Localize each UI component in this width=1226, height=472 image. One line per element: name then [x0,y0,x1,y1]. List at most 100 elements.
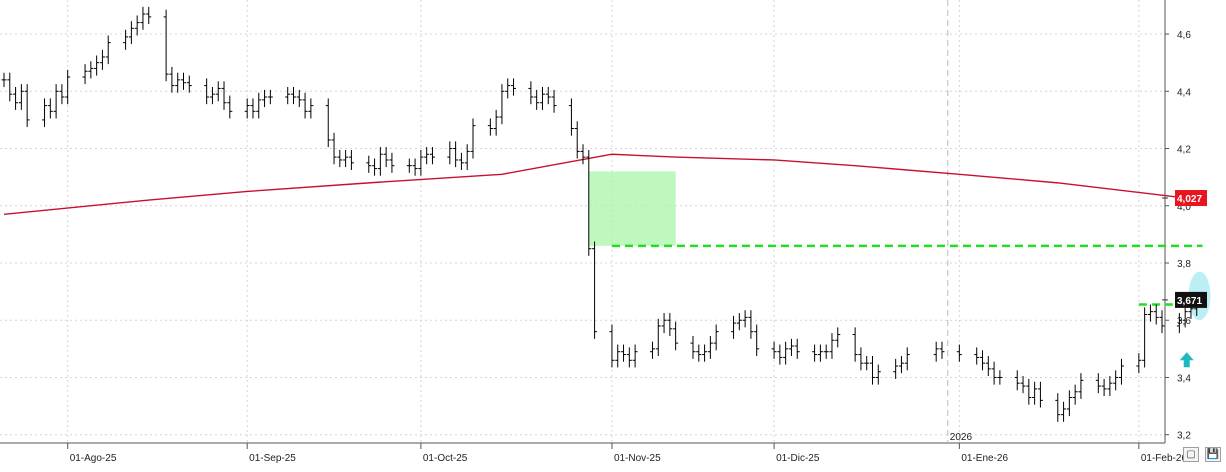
price-bar [991,361,997,385]
price-bar [1113,370,1119,391]
price-bar [655,318,661,357]
price-bar [308,98,314,119]
price-bar [812,344,818,362]
price-bar [59,84,65,105]
price-bar [227,95,233,119]
price-bar [82,64,88,85]
price-bar [383,147,389,168]
price-bar [1014,370,1020,391]
price-bar [898,356,904,374]
price-bar [267,89,273,105]
price-bar [47,98,53,119]
price-bar [1153,304,1159,325]
price-bar [690,335,696,359]
price-tag-box [1175,291,1207,308]
price-bar [372,158,378,176]
price-bar [1107,376,1113,397]
price-bar [1147,304,1153,322]
price-bar [904,347,910,371]
price-bar [18,84,24,110]
price-bar [754,324,760,357]
price-bar [661,313,667,334]
price-bar [609,324,615,368]
year-marker-label: 2026 [950,432,973,443]
x-tick-label: 01-Sep-25 [249,453,296,464]
price-bar [1055,393,1061,422]
price-bar [24,84,30,128]
x-tick-label: 01-Nov-25 [614,453,661,464]
price-bar [626,347,632,368]
price-bar [99,49,105,70]
price-bar [1078,373,1084,399]
price-bar [823,344,829,359]
x-tick-label: 01-Oct-25 [423,453,468,464]
price-bar [997,370,1003,385]
price-bar [105,35,111,65]
price-bar [1136,353,1142,374]
price-bar [864,356,870,371]
price-bar [1101,378,1107,397]
price-bar [777,344,783,365]
price-bar [568,98,574,136]
price-bar [94,55,100,76]
floppy-disk-icon[interactable]: 💾 [1205,447,1221,462]
price-bar [186,75,192,93]
price-bar [534,89,540,110]
price-bar [163,9,169,82]
price-bar [829,333,835,359]
price-bar [458,152,464,170]
price-bar [1061,401,1067,422]
price-bar [667,313,673,336]
price-bar [707,335,713,359]
price-bar [852,327,858,362]
price-bar [632,344,638,368]
price-bar [424,147,430,165]
price-bar [123,29,129,50]
y-tick-label: 3,8 [1177,259,1191,270]
price-bar [870,356,875,385]
price-tag-label: 4,027 [1177,194,1202,205]
price-bar [418,149,424,176]
price-tag-label: 3,671 [1177,296,1202,307]
price-bar [696,344,702,362]
checkbox-icon[interactable]: ▢ [1183,447,1199,462]
price-bar [250,98,256,119]
price-bar [464,144,470,170]
price-bar [325,98,331,148]
price-bar [296,89,302,108]
price-bar [511,78,517,96]
price-bar [974,347,980,365]
price-bar [621,344,627,362]
price-bar [771,341,777,359]
price-bar [53,84,59,119]
price-bar [1066,390,1072,417]
price-bar [42,98,48,128]
moving-average-line [3,153,1203,216]
price-bar [1072,384,1078,405]
price-bar [875,364,881,385]
price-bar [545,86,551,105]
price-bar [713,324,719,351]
price-bar [389,152,395,173]
price-bar [447,141,453,165]
price-bar [493,109,499,136]
price-bar [366,155,372,173]
price-bar [956,344,962,362]
price-bar [169,66,175,93]
y-tick-label: 4,0 [1177,202,1191,213]
price-bar [412,158,418,176]
y-tick-label: 3,6 [1177,316,1191,327]
price-bar [1182,304,1188,328]
price-bar [980,350,986,371]
price-bar [1118,358,1124,385]
price-bar [1176,313,1182,334]
x-tick-label: 01-Feb-26 [1141,453,1188,464]
price-bar [528,81,534,105]
y-tick-label: 4,6 [1177,30,1191,41]
price-bar [788,338,794,357]
x-tick-label: 01-Dic-25 [776,453,820,464]
price-bar [146,6,152,25]
price-bar [858,347,864,371]
price-bar [331,132,337,165]
